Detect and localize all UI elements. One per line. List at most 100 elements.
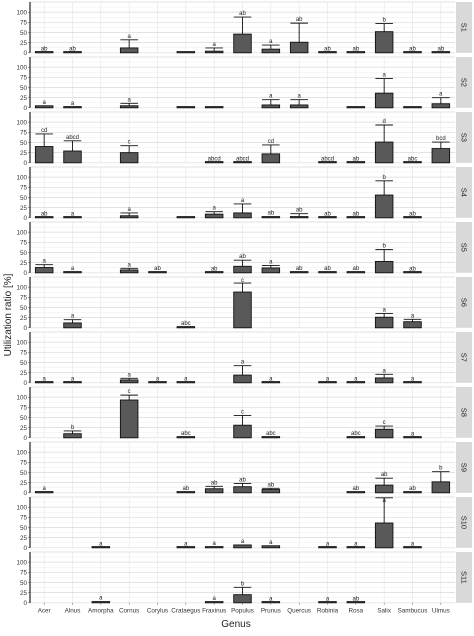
facet-strip [456, 2, 472, 53]
significance-letter: a [71, 211, 75, 217]
bar [261, 267, 281, 274]
x-tick-label: Amorpha [88, 607, 114, 614]
bar [204, 271, 224, 274]
y-tick-label: 75 [20, 20, 28, 27]
bar [289, 41, 309, 54]
y-tick-label: 0 [23, 545, 27, 552]
bar [233, 544, 252, 549]
significance-letter: a [212, 596, 216, 602]
x-tick-label: Alnus [65, 607, 81, 614]
bar [346, 546, 366, 549]
bar [63, 322, 82, 329]
y-tick-label: 100 [16, 119, 27, 126]
bar [119, 152, 139, 164]
significance-letter: a [411, 376, 415, 382]
y-tick-label: 0 [23, 325, 27, 332]
bar [34, 51, 54, 54]
facet-panel: 0 25 50 75 100 a ab ab ab ab ab ab ab b S9 [16, 441, 472, 497]
y-tick-label: 25 [20, 480, 28, 487]
bar [403, 161, 422, 164]
y-tick-label: 100 [16, 339, 27, 346]
significance-letter: a [212, 42, 216, 48]
y-tick-label: 50 [20, 140, 28, 147]
significance-letter: ab [41, 46, 48, 52]
y-tick-label: 50 [20, 250, 28, 257]
bar [176, 326, 196, 329]
bar [403, 546, 422, 549]
bar [204, 161, 224, 164]
bar [63, 433, 82, 439]
significance-letter: a [42, 259, 46, 265]
significance-letter: ab [352, 486, 359, 492]
significance-letter: a [42, 100, 46, 106]
significance-letter: ab [409, 211, 416, 217]
significance-letter: a [354, 541, 358, 547]
significance-letter: a [42, 486, 46, 492]
bar [403, 321, 422, 329]
bar [403, 271, 422, 274]
significance-letter: ab [296, 17, 303, 23]
significance-letter: b [71, 425, 75, 431]
significance-letter: abc [351, 431, 361, 437]
y-axis-label: Utilization ratio [%] [3, 273, 14, 356]
bar [91, 546, 111, 549]
significance-letter: a [71, 314, 75, 320]
significance-letter: a [269, 39, 273, 45]
x-tick-label: Ulmus [432, 607, 450, 614]
significance-letter: ab [409, 46, 416, 52]
significance-letter: a [411, 541, 415, 547]
bar [63, 51, 82, 54]
bar [261, 153, 281, 164]
bar [431, 103, 451, 109]
significance-letter: a [42, 376, 46, 382]
facet-label: S11 [460, 571, 469, 584]
bar [34, 146, 54, 164]
y-tick-label: 100 [16, 174, 27, 181]
facet-label: S2 [460, 78, 469, 87]
x-tick-label: Robinia [317, 607, 339, 614]
significance-letter: ab [352, 266, 359, 272]
significance-letter: ab [324, 211, 331, 217]
significance-letter: c [383, 420, 386, 426]
y-tick-label: 75 [20, 515, 28, 522]
significance-letter: abcd [321, 156, 334, 162]
bar [233, 424, 252, 439]
facet-panel: 0 25 50 75 100 b c abc c abc abc c a S8 [16, 386, 472, 442]
bar [374, 194, 394, 219]
significance-letter: a [382, 498, 386, 504]
facet-strip [456, 277, 472, 328]
bar [63, 150, 82, 164]
significance-letter: b [382, 175, 386, 181]
y-tick-label: 75 [20, 130, 28, 137]
bar [204, 106, 224, 109]
significance-letter: abc [181, 321, 191, 327]
significance-letter: a [354, 376, 358, 382]
bar [233, 594, 252, 604]
significance-letter: a [411, 431, 415, 437]
y-tick-label: 75 [20, 75, 28, 82]
bar [233, 33, 252, 54]
x-axis-label: Genus [221, 619, 250, 630]
bar [119, 269, 139, 274]
bar [374, 141, 394, 164]
y-tick-label: 50 [20, 470, 28, 477]
y-tick-label: 75 [20, 350, 28, 357]
facet-strip [456, 552, 472, 603]
significance-letter: a [326, 376, 330, 382]
significance-letter: a [269, 259, 273, 265]
bar [119, 105, 139, 109]
bar [176, 381, 196, 384]
facet-panel: 0 25 50 75 100 a a a a a a a a a S10 [16, 496, 472, 552]
bar [34, 105, 54, 109]
bar [346, 106, 366, 109]
y-tick-label: 100 [16, 229, 27, 236]
significance-letter: c [128, 140, 131, 146]
bar [34, 491, 54, 494]
bar [346, 271, 366, 274]
bar [403, 436, 422, 439]
bar [261, 48, 281, 54]
facet-label: S5 [460, 243, 469, 252]
significance-letter: b [382, 18, 386, 24]
bar [431, 148, 451, 164]
